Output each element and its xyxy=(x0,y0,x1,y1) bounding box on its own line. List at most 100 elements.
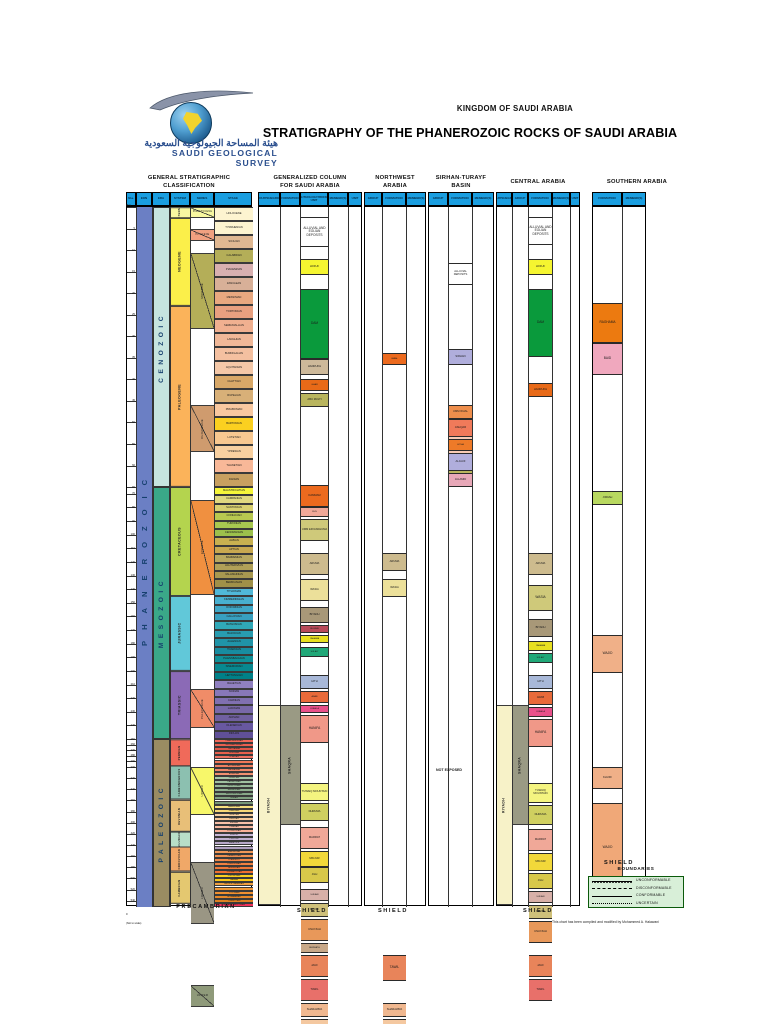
column-header-cell: GROUP xyxy=(512,192,528,206)
unit-dammam: DAMMAM xyxy=(301,485,328,507)
column-header-cell: UNIT xyxy=(570,192,580,206)
unit-jubaila: JUBAILA xyxy=(529,707,552,717)
column-header-cell: ERA xyxy=(152,192,170,206)
axis-tick-label: 240 xyxy=(130,724,135,727)
stage-toarcian: TOARCIAN xyxy=(215,646,253,655)
axis-tick-label: 45 xyxy=(132,399,135,403)
era-label: PALEOZOIC xyxy=(158,783,165,863)
column-header-cell: FORMATION xyxy=(592,192,622,206)
page-header: هيئة المساحة الجيولوجية السعودية SAUDI G… xyxy=(0,88,768,173)
stage-middle-cambrian: MIDDLE CAMBRIAN xyxy=(215,882,253,887)
series-label: UPPER xyxy=(196,993,209,998)
axis-tick xyxy=(127,521,136,522)
unit-aljauf: ALJAUF xyxy=(449,453,472,471)
stage-furongian: FURONGIAN xyxy=(215,874,253,879)
legend-label: UNCONFORMABLE xyxy=(636,878,671,882)
unit-baid: BAID xyxy=(593,343,622,375)
axis-tick-label: 200 xyxy=(130,669,135,673)
axis-tick xyxy=(127,643,136,645)
axis-tick xyxy=(127,487,136,488)
axis-tick-label: 520 xyxy=(130,888,135,892)
unit-jalamid: JALAMID xyxy=(449,473,472,487)
stage-holocene: HOLOCENE xyxy=(215,207,253,221)
diagonal-divider xyxy=(191,767,214,814)
column-sirhan-turayf: ALLUVIAL DEPOSITSSIRHANTURAYFHIBRUMM WUA… xyxy=(428,206,494,907)
unit-jauf: JAUF xyxy=(529,955,552,977)
axis-tick xyxy=(127,670,136,672)
precambrian-label: PRECAMBRIAN xyxy=(176,904,236,910)
stage-tortonian: TORTONIAN xyxy=(215,305,253,319)
group-shaqra-generalized: SHAQRA xyxy=(281,705,300,825)
unit-umm-wual: UMM WUAL xyxy=(449,405,472,419)
axis-tick-label: 210 xyxy=(130,683,135,687)
axis-tick xyxy=(127,657,136,658)
axis-tick xyxy=(127,443,136,445)
unit-wasia: WASIA xyxy=(383,579,406,597)
axis-tick-label: 270 xyxy=(130,748,135,752)
diagonal-divider xyxy=(191,253,214,328)
scale-note: (Not to scale) xyxy=(126,922,142,925)
subcolumn-c-formation: ALLUVIAL AND EOLIAN DEPOSITS HOFUF DAM HADR… xyxy=(529,207,553,1001)
stage-berriasian: BERRIASIAN xyxy=(215,579,253,588)
column-header-cell: MEMBER(S) xyxy=(328,192,348,206)
subcolumn-so-members xyxy=(623,207,647,907)
group-biyadh-generalized: BIYADH xyxy=(259,705,280,905)
unit-unayzah: UNAYZAH xyxy=(301,919,328,941)
series-label: PLEISTOCENE xyxy=(192,211,213,214)
unit-tawil: TAWIL xyxy=(383,955,406,981)
unit-alluvial-and-eolian-deposits: ALLUVIAL AND EOLIAN DEPOSITS xyxy=(301,217,328,247)
legend-title: BOUNDARIES xyxy=(617,866,655,871)
axis-tick xyxy=(127,900,136,902)
axis-tick xyxy=(127,336,136,337)
axis-tick-label: 400 xyxy=(130,821,135,825)
legend-row: DISCONFORMABLE xyxy=(592,886,682,893)
axis-tick xyxy=(127,844,136,846)
stage-kimmeridgian: KIMMERIDGIAN xyxy=(215,596,253,605)
legend-symbol-dashed xyxy=(592,888,632,891)
unit-aruma: ARUMA xyxy=(529,553,552,575)
subcolumn-eon: PHANEROZOIC xyxy=(137,207,153,907)
axis-tick-label: 230 xyxy=(130,710,135,714)
not-exposed-label: NOT EXPOSED xyxy=(436,768,462,772)
stage-langhian: LANGHIAN xyxy=(215,333,253,347)
axis-tick xyxy=(127,761,136,762)
unit-hadrukh: HADRUKH xyxy=(529,383,552,397)
axis-tick xyxy=(127,725,136,726)
system-jurassic: JURASSIC xyxy=(171,596,190,671)
diagonal-divider xyxy=(191,985,214,1006)
unit-jabal: JABAL xyxy=(383,353,406,365)
stage-aquitanian: AQUITANIAN xyxy=(215,361,253,375)
unit-wajid: WAJID xyxy=(593,635,622,673)
stage-eifelian: EIFELIAN xyxy=(215,816,253,821)
column-header-cell: GROUP/SUBGROUP xyxy=(496,192,512,206)
unit-jilh: JILH xyxy=(529,873,552,889)
group-title-southern: SOUTHERN ARABIA xyxy=(606,179,668,185)
axis-tick-label: 320 xyxy=(130,776,135,780)
axis-tick-label: 65 xyxy=(132,485,135,489)
group-title-generalized: GENERALIZED COLUMN FOR SAUDI ARABIA xyxy=(273,175,347,190)
axis-tick xyxy=(127,822,136,824)
stage-givetian: GIVETIAN xyxy=(215,812,253,817)
subcolumn-system: QUATERNARY NEOGENE PALEOGENE CRETACEOUS JURA… xyxy=(171,207,191,907)
legend-label: DISCONFORMABLE xyxy=(636,885,672,890)
stage-sinemurian: SINEMURIAN xyxy=(215,663,253,672)
axis-tick xyxy=(127,867,136,868)
shield-label-generalized: SHIELD xyxy=(296,908,328,914)
axis-tick xyxy=(127,465,136,466)
axis-tick-label: 290 xyxy=(130,759,135,763)
axis-tick-label: 140 xyxy=(130,587,135,591)
axis-tick-label: 160 xyxy=(130,615,135,618)
axis-tick-label: 150 xyxy=(130,601,135,605)
subcolumn-c-group-subgroup: RIYADH xyxy=(497,207,513,907)
axis-tick-label: 380 xyxy=(130,810,135,814)
stage-tremadocian: TREMADOCIAN xyxy=(215,870,253,875)
axis-tick xyxy=(127,616,136,617)
stage-tyrrhenian: TYRRHENIAN xyxy=(215,221,253,235)
stage-nevadan: NEVADAN xyxy=(215,886,253,891)
stage-pridoli: PRIDOLI xyxy=(215,833,253,838)
unit-unayzah: UNAYZAH xyxy=(529,921,552,943)
header-row-sirhan: GROUP FORMATION MEMBER(S) xyxy=(428,192,494,206)
unit-jauf: JAUF xyxy=(301,955,328,977)
stage-bartonian: BARTONIAN xyxy=(215,417,253,431)
axis-tick xyxy=(127,602,136,604)
